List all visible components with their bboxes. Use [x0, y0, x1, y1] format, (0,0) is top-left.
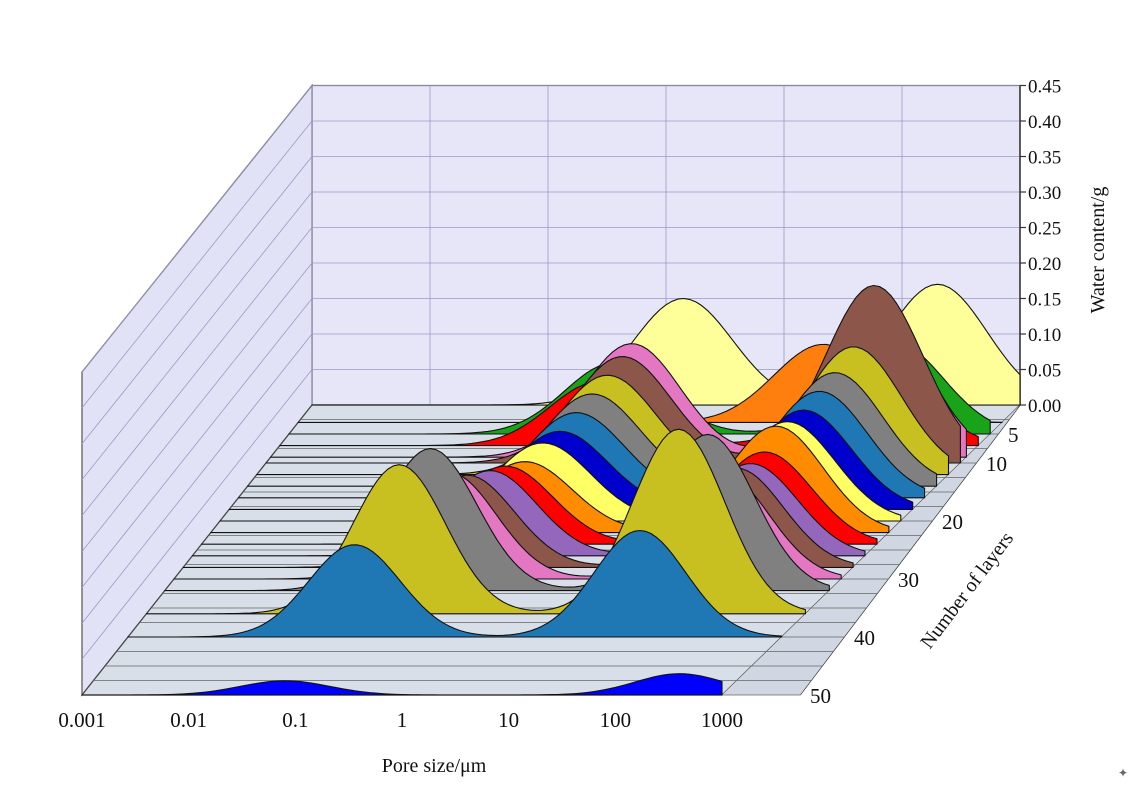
z-tick-label: 10	[986, 452, 1007, 476]
side-grid-line	[81, 298, 313, 588]
series-area-layer-40	[127, 529, 783, 638]
side-grid-line	[81, 156, 313, 445]
x-tick-label: 1	[397, 708, 408, 732]
y-tick-label: 0.05	[1028, 361, 1061, 382]
y-tick-label: 0.15	[1028, 290, 1061, 311]
z-tick-label: 40	[854, 626, 875, 650]
y-tick-label: 0.40	[1028, 112, 1061, 133]
z-axis-title: Number of layers	[916, 528, 1018, 653]
side-grid-line	[81, 333, 313, 624]
x-tick-label: 0.01	[170, 708, 207, 732]
y-tick-label: 0.10	[1028, 325, 1061, 346]
z-tick-label: 30	[898, 568, 919, 592]
side-grid-line	[81, 120, 313, 409]
series-area-layer-0	[311, 283, 1021, 406]
side-grid-line	[81, 227, 313, 516]
x-tick-label: 0.1	[282, 708, 308, 732]
y-axis-title: Water content/g	[1087, 187, 1109, 314]
chart-series	[81, 283, 1021, 696]
y-tick-label: 0.20	[1028, 254, 1061, 275]
corner-mark: ✦	[1117, 766, 1128, 780]
y-tick-label: 0.00	[1028, 396, 1061, 417]
y-tick-label: 0.45	[1028, 77, 1061, 98]
y-tick-label: 0.35	[1028, 148, 1061, 169]
x-tick-label: 1000	[701, 708, 743, 732]
side-grid-line	[81, 369, 313, 660]
z-tick-label: 20	[942, 510, 963, 534]
y-tick-label: 0.25	[1028, 219, 1061, 240]
x-tick-label: 0.001	[58, 708, 105, 732]
z-tick-label: 50	[810, 684, 831, 708]
side-grid-line	[81, 262, 313, 552]
x-tick-label: 100	[600, 708, 632, 732]
x-axis-title: Pore size/μm	[382, 755, 487, 777]
y-tick-label: 0.30	[1028, 183, 1061, 204]
side-grid-line	[81, 191, 313, 480]
x-tick-label: 10	[498, 708, 519, 732]
series-area-layer-50	[81, 673, 723, 696]
series-area-layer-10	[265, 284, 961, 464]
chart-ticks: 0.001 0.01 0.1 1 10 100 1000 0.00 0.05 0.10 0.15 0.…	[58, 77, 1061, 733]
side-grid-line	[81, 85, 313, 373]
z-tick-label: 5	[1008, 423, 1019, 447]
